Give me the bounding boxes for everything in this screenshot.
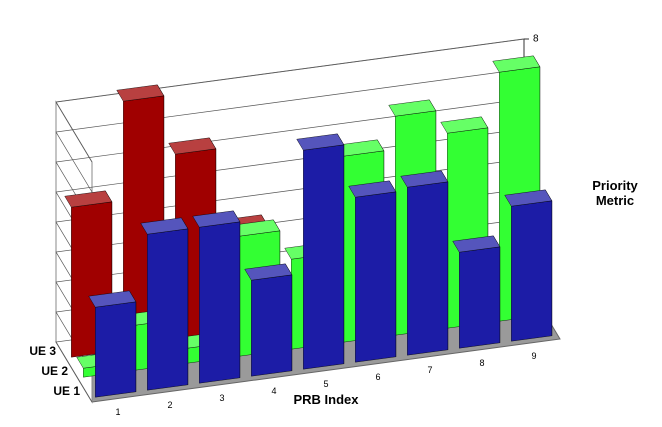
bar-top	[440, 116, 489, 134]
x-tick-label: 3	[219, 393, 224, 403]
bar-top	[400, 170, 449, 188]
bar-top	[452, 235, 501, 253]
bar-top	[492, 55, 541, 73]
bar-top	[116, 84, 165, 102]
bar-front	[355, 191, 397, 363]
bar-top	[296, 133, 345, 151]
bar-front	[147, 228, 189, 391]
bar-front	[459, 246, 501, 349]
bar	[88, 290, 137, 398]
bar-front	[511, 200, 553, 342]
y-tick-label: 8	[533, 34, 539, 45]
x-tick-label: 9	[531, 351, 536, 361]
bar-front	[251, 274, 293, 377]
bar-top	[64, 190, 113, 208]
bar-front	[199, 221, 241, 384]
bar	[192, 210, 241, 384]
grid-line	[55, 38, 525, 163]
x-tick-label: 8	[479, 358, 484, 368]
bar-top	[168, 137, 217, 155]
legend-label: UE 3	[29, 344, 56, 358]
bar-top	[192, 210, 241, 228]
bar-top	[388, 99, 437, 117]
x-tick-label: 6	[375, 372, 380, 382]
bar	[296, 133, 345, 370]
bar-top	[88, 290, 137, 308]
x-tick-label: 1	[115, 407, 120, 417]
x-tick-label: 4	[271, 386, 276, 396]
x-tick-label: 7	[427, 365, 432, 375]
bar	[504, 189, 553, 342]
legend-label: UE 1	[53, 384, 80, 398]
bar-top	[504, 189, 553, 207]
bar-front	[95, 301, 137, 398]
bar	[140, 217, 189, 391]
legend-label: UE 2	[41, 364, 68, 378]
x-tick-label: 5	[323, 379, 328, 389]
bar	[400, 170, 449, 356]
x-tick-label: 2	[167, 400, 172, 410]
bar	[452, 235, 501, 349]
grid-line	[55, 68, 525, 193]
bar-front	[303, 144, 345, 370]
bar	[244, 263, 293, 377]
bar-top	[244, 263, 293, 281]
x-axis-title: PRB Index	[293, 392, 359, 407]
bar	[348, 180, 397, 363]
bar-top	[348, 180, 397, 198]
bar-front	[407, 181, 449, 356]
bar-top	[140, 217, 189, 235]
y-axis-title: Priority Metric	[592, 178, 638, 208]
